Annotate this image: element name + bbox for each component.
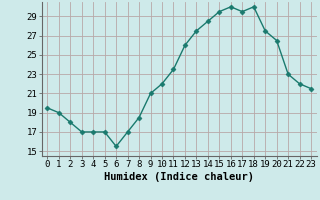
- X-axis label: Humidex (Indice chaleur): Humidex (Indice chaleur): [104, 172, 254, 182]
